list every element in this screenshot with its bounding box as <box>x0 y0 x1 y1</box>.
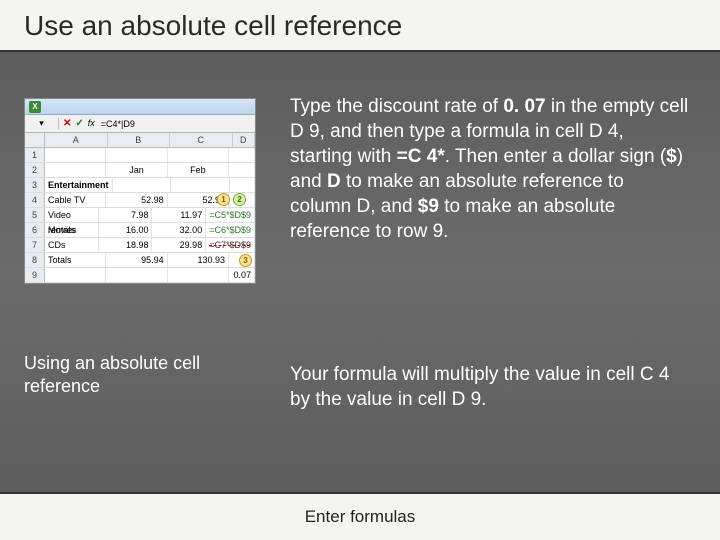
excel-icon: X <box>29 101 41 113</box>
col-b: B <box>108 133 171 147</box>
column-headers: A B C D <box>25 133 255 148</box>
row-header: 1 <box>25 148 45 162</box>
enter-icon: ✓ <box>75 118 83 129</box>
table-row: 2 JanFeb <box>25 163 255 178</box>
table-row: 1 <box>25 148 255 163</box>
cell: =C7*$D$9 <box>206 238 255 252</box>
cell <box>45 163 106 177</box>
corner <box>25 133 45 147</box>
cell <box>106 268 167 282</box>
bold: =C 4* <box>397 146 445 167</box>
text: Type the discount rate of <box>290 96 503 117</box>
cell: 95.94 <box>106 253 167 267</box>
row-header: 3 <box>25 178 45 192</box>
cell <box>230 178 255 192</box>
paragraph-1: Type the discount rate of 0. 07 in the e… <box>290 94 690 244</box>
spreadsheet-body: 12JanFeb3Entertainment4Cable TV52.9852.9… <box>25 148 255 283</box>
cell <box>229 148 255 162</box>
footer: Enter formulas <box>0 492 720 540</box>
cell: 18.98 <box>99 238 153 252</box>
row-header: 5 <box>25 208 45 222</box>
table-row: 9 0.073 <box>25 268 255 283</box>
cell: Entertainment <box>45 178 113 192</box>
cell: 7.98 <box>99 208 153 222</box>
cell: 130.93 <box>168 253 229 267</box>
cell: =C6*$D$9 <box>206 223 255 237</box>
row-header: 8 <box>25 253 45 267</box>
cell: Feb <box>168 163 229 177</box>
cell: 11.97 <box>152 208 206 222</box>
cell <box>168 268 229 282</box>
cell <box>45 148 106 162</box>
spreadsheet-screenshot: X ▾ ✕ ✓ fx =C4*|D9 A B C D 12JanFeb3Ente… <box>24 98 256 284</box>
paragraph-2: Your formula will multiply the value in … <box>290 362 690 412</box>
cell <box>113 178 172 192</box>
table-row: 5Video rentals7.9811.97=C5*$D$9 <box>25 208 255 223</box>
header: Use an absolute cell reference <box>0 0 720 52</box>
cell: Jan <box>106 163 167 177</box>
cell: 29.98 <box>152 238 206 252</box>
text: . Then enter a dollar sign ( <box>445 146 666 167</box>
cell: =C5*$D$9 <box>206 208 255 222</box>
cell: 0.073 <box>229 268 255 282</box>
table-row: 3Entertainment <box>25 178 255 193</box>
cell: Movies <box>45 223 99 237</box>
col-c: C <box>170 133 233 147</box>
footer-text: Enter formulas <box>305 507 416 527</box>
page-title: Use an absolute cell reference <box>24 10 696 42</box>
bold: $9 <box>418 196 439 217</box>
cell: Video rentals <box>45 208 99 222</box>
table-row: 6Movies16.0032.00=C6*$D$9 <box>25 223 255 238</box>
formula-bar: ▾ ✕ ✓ fx =C4*|D9 <box>25 115 255 133</box>
cell <box>229 163 255 177</box>
row-header: 6 <box>25 223 45 237</box>
cell: 52.98 <box>106 193 167 207</box>
table-row: 7CDs18.9829.98=C7*$D$9 <box>25 238 255 253</box>
cell: 16.00 <box>99 223 153 237</box>
cell: Totals <box>45 253 106 267</box>
row-header: 9 <box>25 268 45 282</box>
row-header: 7 <box>25 238 45 252</box>
cell <box>168 148 229 162</box>
bold: 0. 07 <box>503 96 545 117</box>
cell <box>106 148 167 162</box>
col-a: A <box>45 133 108 147</box>
formula-buttons: ✕ ✓ fx <box>59 118 99 129</box>
cell: CDs <box>45 238 99 252</box>
cell: 32.00 <box>152 223 206 237</box>
table-row: 4Cable TV52.9852.9812 <box>25 193 255 208</box>
cell <box>229 193 255 207</box>
bold: D <box>327 171 341 192</box>
formula-text: =C4*|D9 <box>99 119 135 129</box>
bold: $ <box>666 146 677 167</box>
image-caption: Using an absolute cell reference <box>24 352 256 399</box>
cancel-icon: ✕ <box>63 118 71 129</box>
table-row: 8Totals95.94130.93 <box>25 253 255 268</box>
row-header: 2 <box>25 163 45 177</box>
window-titlebar: X <box>25 99 255 115</box>
fx-icon: fx <box>88 118 95 129</box>
col-d: D <box>233 133 256 147</box>
cell: 52.9812 <box>168 193 229 207</box>
name-box: ▾ <box>25 118 59 129</box>
callout-badge: 3 <box>239 254 252 267</box>
cell <box>45 268 106 282</box>
content: X ▾ ✕ ✓ fx =C4*|D9 A B C D 12JanFeb3Ente… <box>0 52 720 482</box>
cell <box>171 178 230 192</box>
cell: Cable TV <box>45 193 106 207</box>
row-header: 4 <box>25 193 45 207</box>
